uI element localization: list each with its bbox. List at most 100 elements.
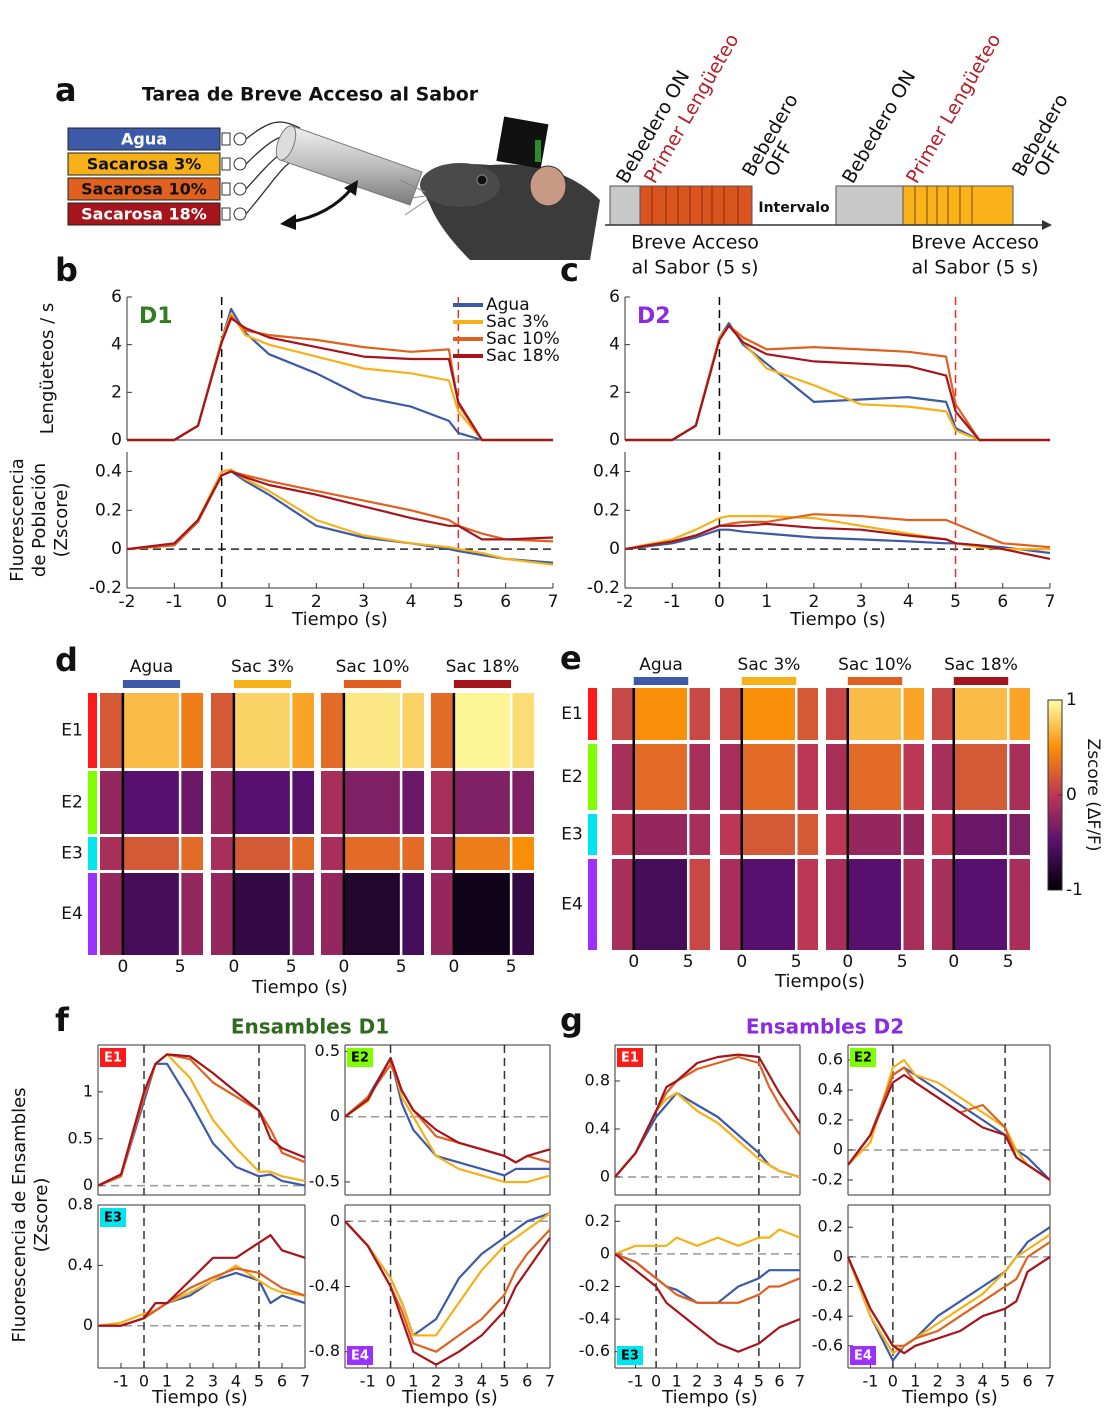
y-tick-label: -0.6	[812, 1335, 843, 1354]
series-line	[625, 516, 1050, 549]
panel-letter: a	[55, 71, 77, 109]
heatmap-cell	[848, 814, 902, 855]
heatmap-cell	[720, 744, 742, 810]
y-tick-label: 0	[330, 1211, 340, 1230]
heatmap-cell	[612, 688, 634, 740]
x-tick-label: 7	[795, 1372, 805, 1391]
heatmap-cell	[954, 744, 1008, 810]
x-tick-label: 7	[1045, 592, 1056, 612]
heatmap-cell	[932, 859, 954, 950]
heatmap-cell	[401, 837, 424, 870]
arrow-head	[1042, 220, 1052, 230]
heatmap-cell	[796, 814, 818, 855]
y-tick-label: 0.4	[68, 1255, 93, 1274]
y-tick-label: 0.4	[593, 461, 620, 481]
ensemble-bar	[88, 837, 97, 870]
heatmap-cell	[634, 859, 688, 950]
stimulus-bar	[742, 677, 796, 685]
x-tick-label: 6	[1022, 1372, 1032, 1391]
heatmap-cell	[180, 693, 203, 768]
y-tick-label: 0	[833, 1246, 843, 1265]
series-line	[98, 1273, 305, 1326]
y-tick-label: 2	[609, 382, 620, 402]
ensemble-bar	[88, 771, 97, 834]
x-tick-label: 6	[522, 1372, 532, 1391]
x-tick-label: 7	[545, 1372, 555, 1391]
condition-label: Sac 3%	[231, 657, 294, 677]
condition-label: Agua	[639, 655, 683, 675]
heatmap-cell	[720, 859, 742, 950]
heatmap-cell	[431, 873, 454, 955]
ensemble-bar	[588, 744, 597, 810]
y-tick-label: 0	[83, 1315, 93, 1334]
heatmap-cell	[1008, 744, 1030, 810]
heatmap-cell	[454, 873, 511, 955]
heatmap-cell	[291, 771, 314, 834]
ensemble-bar	[588, 814, 597, 855]
panel-annotation: D1	[139, 304, 173, 329]
x-tick-label: -2	[119, 592, 136, 612]
stimulus-bar	[454, 680, 511, 688]
x-tick-label: 5	[791, 952, 802, 972]
ensemble-label: E3	[561, 825, 583, 845]
y-tick-label: 0	[83, 1175, 93, 1194]
y-tick-label: -0.8	[309, 1341, 340, 1360]
heatmap-cell	[1008, 814, 1030, 855]
heatmap-cell	[401, 873, 424, 955]
heatmap-cell	[742, 859, 796, 950]
series-line	[127, 470, 553, 565]
y-tick-label: 0	[330, 1106, 340, 1125]
series-line	[848, 1068, 1050, 1181]
x-tick-label: 5	[950, 592, 961, 612]
ensemble-bar	[88, 693, 97, 768]
y-tick-label: -0.4	[309, 1276, 340, 1295]
trial-access	[903, 186, 1013, 225]
x-axis-label: Tiempo (s)	[901, 1387, 998, 1408]
colorbar-tick-label: 1	[1066, 690, 1077, 710]
x-tick-label: 0	[736, 952, 747, 972]
x-tick-label: 0	[448, 957, 459, 977]
x-tick-label: 0	[338, 957, 349, 977]
x-tick-label: 5	[175, 957, 186, 977]
heatmap-cell	[848, 688, 902, 740]
heatmap-cell	[932, 688, 954, 740]
y-axis-label: (Zscore)	[31, 1178, 52, 1253]
heatmap-cell	[100, 771, 123, 834]
ensemble-badge-label: E1	[621, 1051, 639, 1066]
heatmap-cell	[826, 859, 848, 950]
series-line	[345, 1058, 550, 1162]
series-line	[625, 323, 1050, 440]
heatmap-cell	[796, 744, 818, 810]
valves	[222, 133, 246, 220]
heatmap-cell	[954, 814, 1008, 855]
x-tick-label: -1	[664, 592, 681, 612]
y-tick-label: -0.2	[812, 1276, 843, 1295]
y-tick-label: 0	[111, 539, 122, 559]
x-tick-label: 5	[499, 1372, 509, 1391]
ensemble-label: E2	[561, 767, 583, 787]
series-line	[615, 1254, 800, 1303]
y-tick-label: 0.8	[68, 1195, 93, 1214]
panel-annotation: D2	[637, 304, 671, 329]
heatmap-cell	[431, 837, 454, 870]
heatmap-cell	[688, 859, 710, 950]
x-tick-label: 5	[254, 1372, 264, 1391]
y-tick-label: 0	[600, 1243, 610, 1262]
panel-letter: g	[560, 1001, 583, 1039]
y-axis-label: Fluorescencia	[7, 458, 28, 582]
y-tick-label: 4	[111, 335, 122, 355]
heatmap-cell	[954, 688, 1008, 740]
heatmap-cell	[291, 873, 314, 955]
heatmap-cell	[234, 771, 291, 834]
heatmap-cell	[431, 693, 454, 768]
heatmap-cell	[401, 693, 424, 768]
heatmap-cell	[826, 814, 848, 855]
heatmap-cell	[211, 837, 234, 870]
y-tick-label: 0.8	[585, 1071, 610, 1090]
condition-label: Agua	[130, 657, 174, 677]
y-tick-label: 0.4	[818, 1080, 843, 1099]
panel-title: Ensambles D2	[746, 1015, 904, 1039]
x-tick-label: -1	[862, 1372, 878, 1391]
arrow-head	[280, 214, 296, 230]
heatmap-cell	[211, 771, 234, 834]
